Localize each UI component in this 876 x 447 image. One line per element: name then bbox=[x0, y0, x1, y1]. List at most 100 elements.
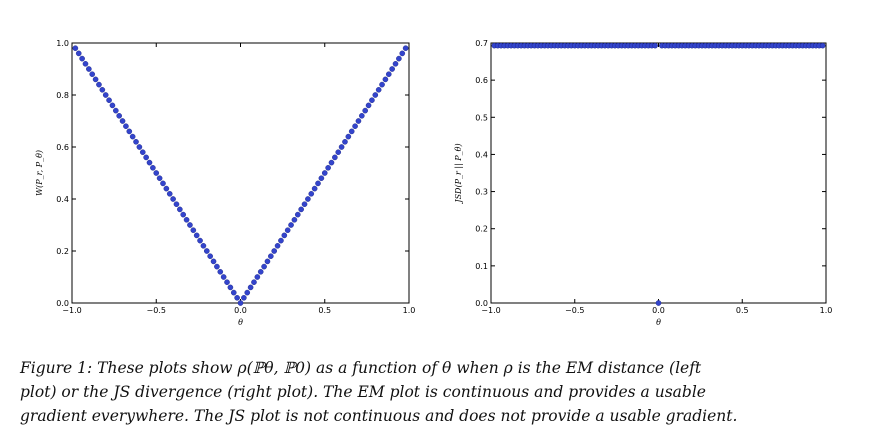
left-ytick-label: 0.6 bbox=[56, 143, 69, 152]
left-data-point bbox=[79, 55, 85, 62]
left-data-point bbox=[224, 279, 230, 286]
left-data-point bbox=[315, 180, 321, 187]
left-data-point bbox=[230, 289, 237, 296]
left-ytick-label: 0.8 bbox=[56, 91, 69, 100]
left-data-point bbox=[392, 61, 399, 67]
left-data-point bbox=[146, 159, 153, 166]
left-data-point bbox=[102, 92, 109, 98]
left-data-point bbox=[237, 300, 244, 306]
left-data-point bbox=[385, 71, 392, 77]
right-ytick-label: 0.7 bbox=[475, 39, 488, 48]
left-data-point bbox=[200, 242, 207, 249]
left-data-point bbox=[355, 118, 362, 124]
left-data-point bbox=[268, 253, 274, 260]
left-data-point bbox=[75, 50, 82, 57]
left-data-point bbox=[261, 263, 267, 270]
left-data-point bbox=[335, 149, 342, 155]
left-data-point bbox=[72, 45, 79, 52]
right-ytick-label: 0.2 bbox=[475, 225, 488, 234]
left-plot-ylabel: W(P_r, P_θ) bbox=[35, 150, 44, 196]
left-data-point bbox=[86, 66, 92, 72]
right-xtick-label: −0.5 bbox=[565, 306, 584, 315]
left-data-point bbox=[119, 118, 126, 124]
left-ytick-label: 0.4 bbox=[56, 195, 69, 204]
left-data-point bbox=[362, 107, 368, 114]
left-data-point bbox=[372, 92, 379, 98]
left-data-point bbox=[210, 258, 217, 265]
left-data-point bbox=[217, 268, 224, 275]
left-data-point bbox=[153, 170, 160, 176]
left-data-point bbox=[308, 190, 315, 197]
right-data-point bbox=[819, 42, 826, 49]
left-data-point bbox=[143, 154, 149, 161]
left-data-point bbox=[123, 123, 129, 129]
left-data-point bbox=[278, 237, 284, 244]
right-plot-frame bbox=[490, 42, 827, 304]
left-data-point bbox=[399, 50, 406, 57]
right-plot-js-divergence: −1.0 −0.5 0.0 0.5 1.0 0.0 0.1 0.2 0.3 0.4 0.5 0.6 0.… bbox=[454, 39, 832, 327]
left-data-point bbox=[271, 248, 278, 254]
left-data-point bbox=[247, 284, 254, 291]
right-ytick-label: 0.0 bbox=[475, 299, 488, 308]
left-data-point bbox=[133, 138, 139, 145]
left-data-point bbox=[207, 253, 213, 260]
left-data-point bbox=[264, 258, 271, 265]
left-data-point bbox=[281, 232, 288, 239]
left-data-point bbox=[170, 196, 176, 202]
right-xtick-label: 0.5 bbox=[736, 306, 749, 315]
left-data-point bbox=[345, 133, 352, 140]
right-plot-ylabel: JSD(P_r || P_θ) bbox=[454, 143, 463, 204]
left-xtick-label: −1.0 bbox=[62, 306, 81, 315]
right-xtick-label: 0.0 bbox=[652, 306, 665, 315]
left-data-point bbox=[203, 248, 210, 254]
left-data-point bbox=[139, 149, 146, 155]
left-data-point bbox=[113, 107, 119, 114]
right-xtick-label: 1.0 bbox=[820, 306, 833, 315]
left-data-point bbox=[220, 274, 227, 280]
left-data-point bbox=[197, 237, 203, 244]
left-data-point bbox=[375, 87, 382, 93]
left-plot-frame bbox=[71, 42, 410, 304]
left-data-point bbox=[288, 222, 294, 228]
left-plot-xlabel: θ bbox=[238, 318, 243, 327]
left-data-point bbox=[227, 284, 234, 291]
left-data-point bbox=[318, 175, 325, 181]
caption-line-3: gradient everywhere. The JS plot is not … bbox=[20, 407, 738, 425]
left-data-point bbox=[160, 180, 166, 187]
left-data-point bbox=[193, 232, 200, 239]
left-data-point bbox=[402, 45, 409, 52]
left-data-point bbox=[321, 170, 328, 176]
left-data-point bbox=[244, 289, 251, 296]
left-data-point bbox=[82, 61, 89, 67]
left-data-point bbox=[106, 97, 112, 103]
left-data-point bbox=[305, 196, 311, 202]
right-xtick-label: −1.0 bbox=[481, 306, 500, 315]
left-data-point bbox=[234, 294, 240, 301]
left-data-point bbox=[274, 242, 281, 249]
left-xtick-label: 0.5 bbox=[318, 306, 331, 315]
left-data-point bbox=[298, 206, 304, 213]
left-data-point bbox=[348, 128, 355, 135]
left-data-point bbox=[284, 227, 291, 233]
right-data-point bbox=[652, 42, 658, 49]
left-data-point bbox=[342, 138, 348, 145]
left-data-point bbox=[136, 144, 143, 150]
left-data-point bbox=[129, 133, 136, 140]
right-plot-points bbox=[491, 42, 826, 306]
right-ytick-label: 0.4 bbox=[475, 150, 488, 159]
left-data-point bbox=[257, 268, 264, 275]
left-data-point bbox=[126, 128, 133, 135]
left-data-point bbox=[254, 274, 261, 280]
left-ytick-label: 0.0 bbox=[56, 299, 69, 308]
left-data-point bbox=[389, 66, 395, 72]
left-data-point bbox=[183, 216, 190, 223]
left-xtick-label: 0.0 bbox=[234, 306, 247, 315]
left-data-point bbox=[328, 159, 335, 166]
left-data-point bbox=[187, 222, 193, 228]
left-data-point bbox=[116, 113, 122, 119]
figure-caption: Figure 1: These plots show ρ(ℙθ, ℙ0) as … bbox=[20, 356, 860, 428]
left-plot-em-distance: −1.0 −0.5 0.0 0.5 1.0 0.0 0.2 0.4 0.6 0.8 1.0 θ W(… bbox=[35, 39, 415, 327]
left-xtick-label: 1.0 bbox=[403, 306, 416, 315]
right-data-point bbox=[655, 300, 662, 306]
right-plot-ticks: −1.0 −0.5 0.0 0.5 1.0 0.0 0.1 0.2 0.3 0.4 0.5 0.6 0.… bbox=[475, 39, 832, 315]
